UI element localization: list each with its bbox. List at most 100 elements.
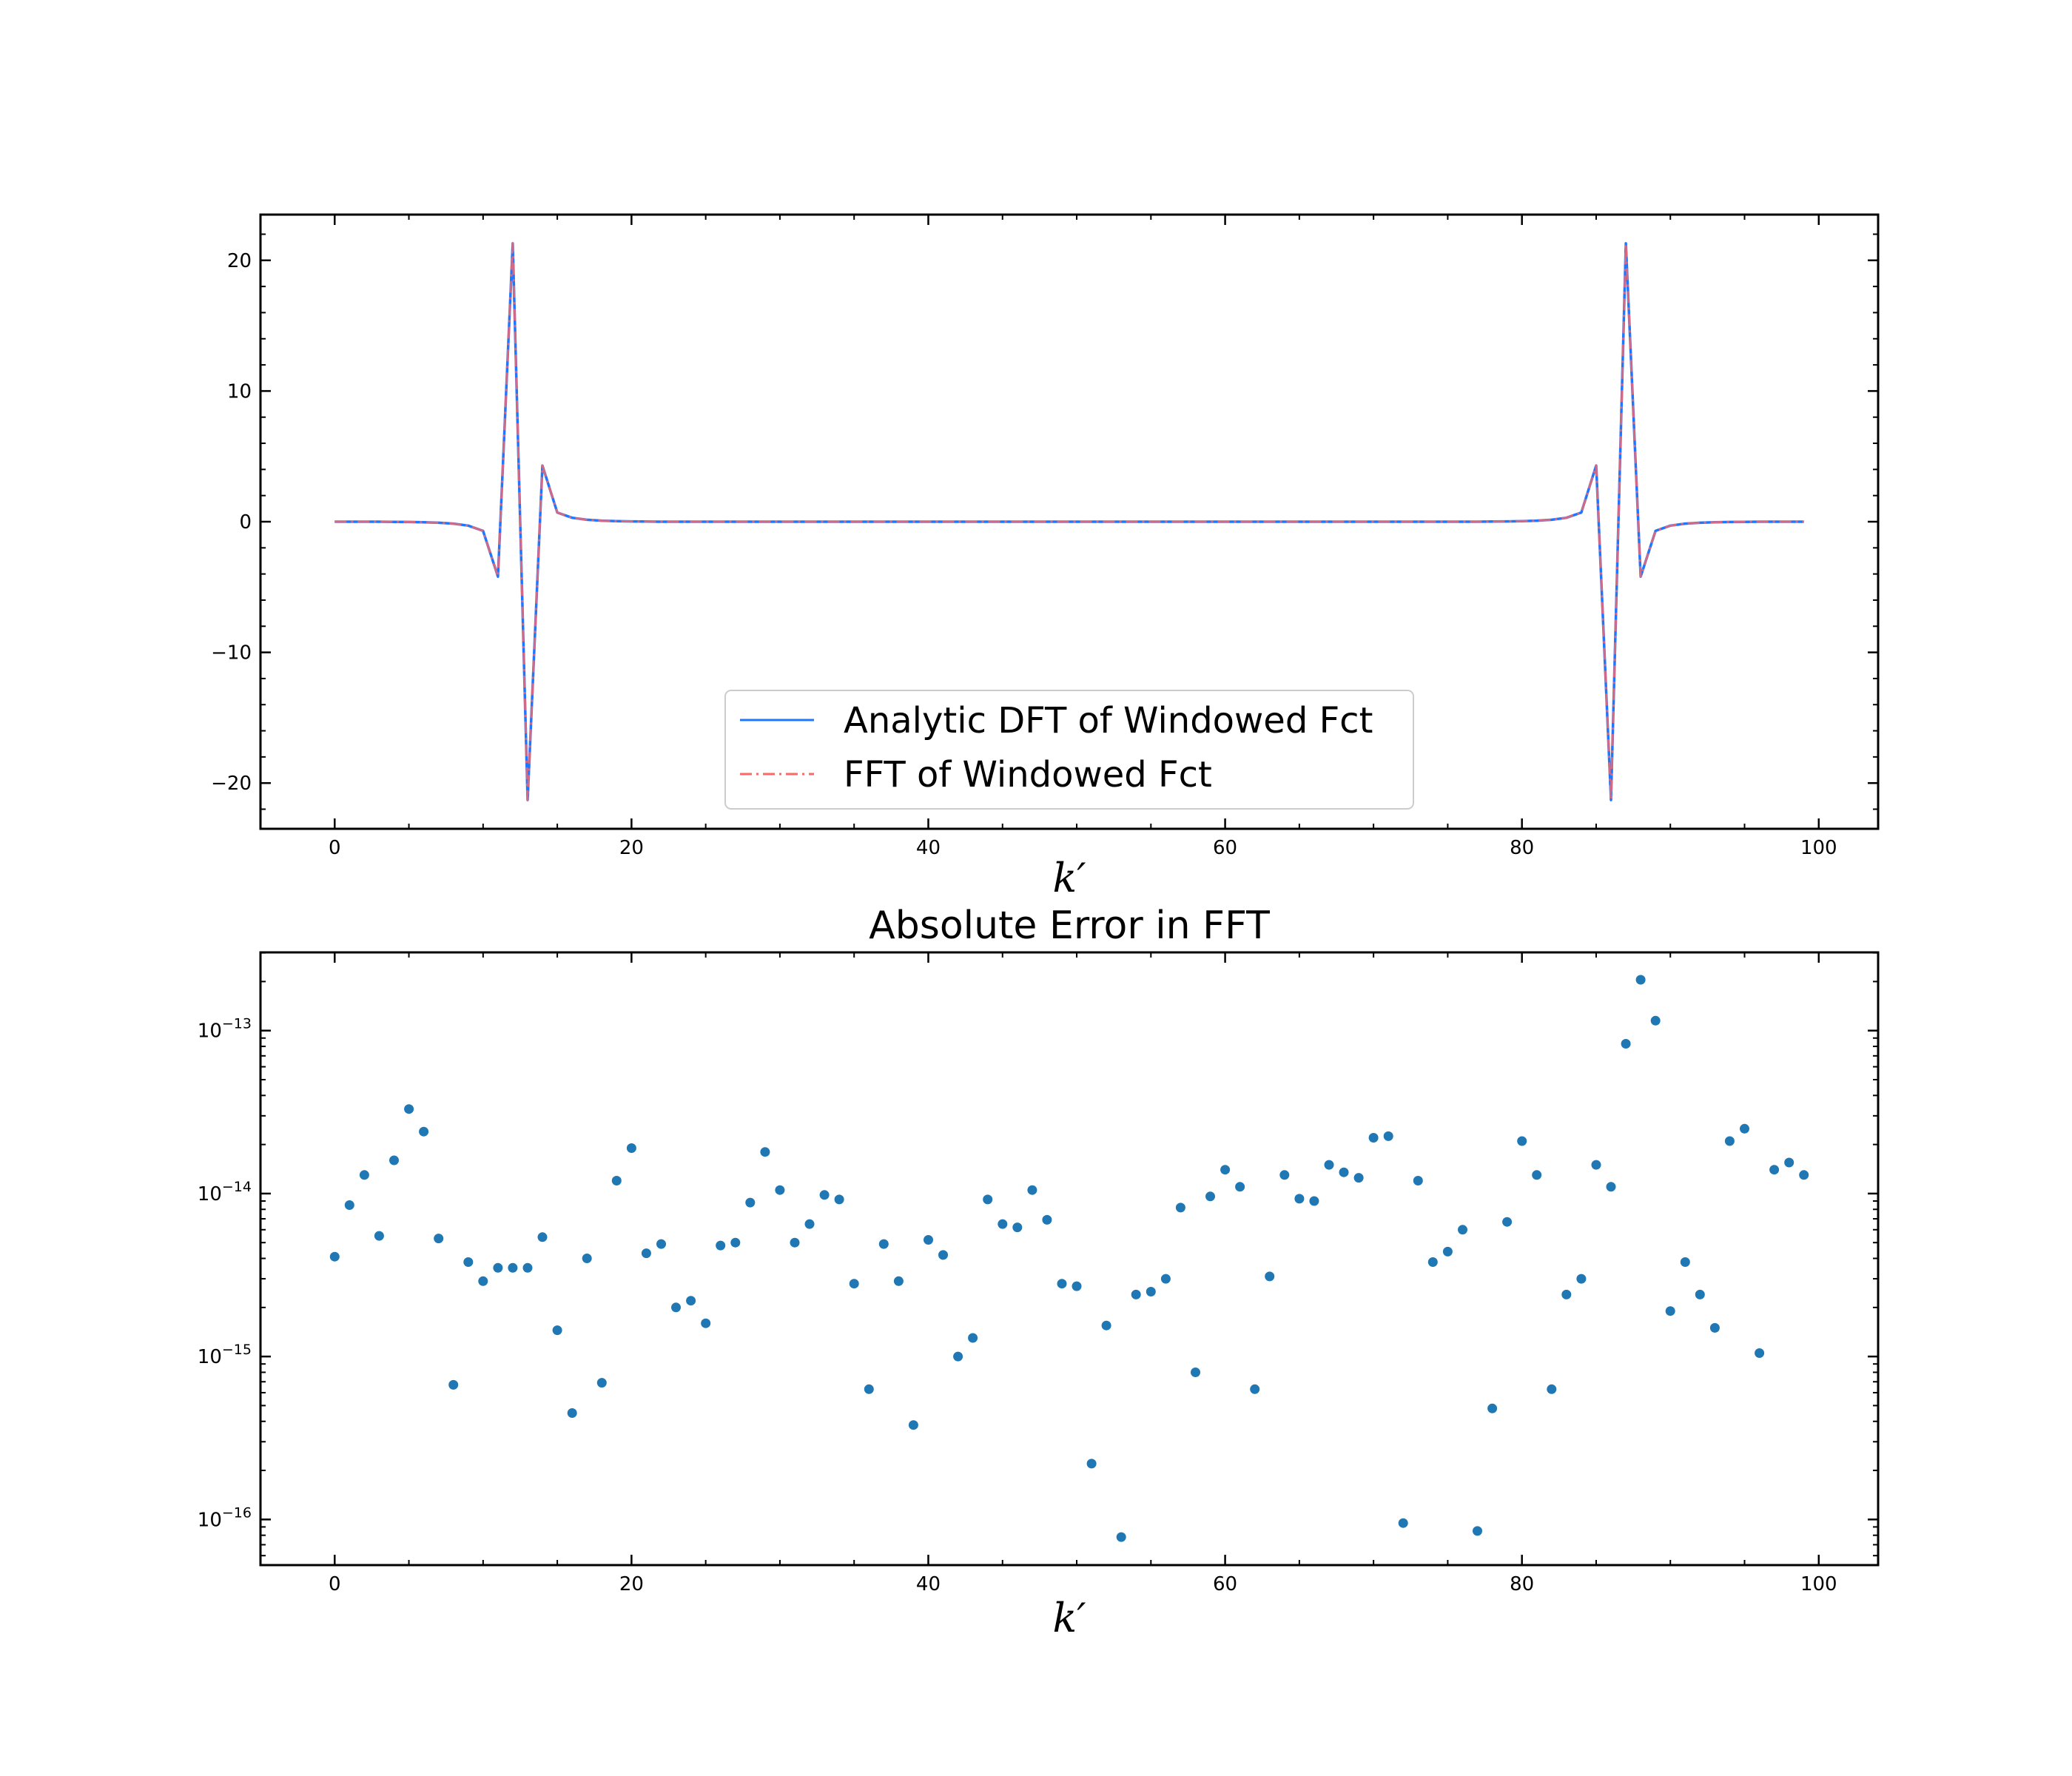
error-point: [389, 1155, 399, 1166]
bottom-axes-frame: [259, 951, 1880, 1567]
error-point: [938, 1250, 948, 1260]
error-point: [998, 1219, 1008, 1229]
error-point: [701, 1318, 711, 1328]
bottom-y-tick-label: 10−14: [198, 1179, 252, 1205]
top-y-tick-label: 10: [227, 380, 252, 403]
top-y-tick-label: 20: [227, 250, 252, 272]
error-point: [1413, 1176, 1423, 1185]
error-point: [1606, 1182, 1616, 1192]
error-point: [760, 1147, 770, 1157]
error-point: [804, 1219, 815, 1229]
error-point: [404, 1104, 414, 1114]
error-point: [1755, 1348, 1765, 1358]
bottom-points-group: [329, 975, 1809, 1542]
error-point: [775, 1185, 785, 1195]
error-point: [419, 1126, 429, 1137]
error-point: [1769, 1165, 1780, 1175]
error-point: [1650, 1015, 1661, 1026]
error-point: [1191, 1368, 1200, 1377]
error-point: [1220, 1165, 1231, 1175]
error-point: [567, 1408, 577, 1418]
error-point: [1487, 1403, 1498, 1413]
top-x-tick-label: 100: [1800, 837, 1837, 859]
bottom-ticks: 0 20 40 60 80 100 10−16 10−15 10−14 10−13: [198, 952, 1878, 1595]
error-point: [1561, 1289, 1572, 1299]
error-point: [1146, 1287, 1156, 1296]
error-point: [522, 1262, 533, 1273]
bottom-x-tick-label: 20: [619, 1573, 644, 1595]
error-point: [1353, 1173, 1364, 1183]
error-point: [968, 1333, 978, 1343]
error-point: [1442, 1246, 1453, 1257]
top-y-tick-label: −20: [211, 773, 252, 795]
error-point: [1205, 1191, 1215, 1202]
error-point: [1547, 1384, 1557, 1394]
error-point: [1086, 1459, 1097, 1469]
error-point: [1398, 1518, 1408, 1528]
error-point: [1680, 1257, 1690, 1267]
error-point: [878, 1239, 889, 1249]
error-point: [1576, 1274, 1587, 1284]
error-point: [1235, 1182, 1245, 1192]
error-point: [478, 1276, 488, 1286]
error-point: [1532, 1170, 1542, 1180]
error-point: [1160, 1274, 1171, 1284]
error-point: [730, 1237, 741, 1248]
bottom-x-tick-label: 0: [329, 1573, 341, 1595]
error-point: [344, 1200, 354, 1210]
bottom-x-tick-label: 100: [1800, 1573, 1837, 1595]
error-point: [493, 1262, 503, 1273]
error-point: [819, 1190, 830, 1200]
error-point: [893, 1276, 904, 1286]
error-point: [1502, 1217, 1513, 1227]
error-point: [611, 1176, 622, 1185]
bottom-y-tick-label: 10−16: [198, 1504, 252, 1531]
error-point: [1027, 1185, 1037, 1195]
top-x-axis-label: k′: [1053, 855, 1086, 901]
legend-label-fft: FFT of Windowed Fct: [844, 754, 1212, 796]
top-ticks: 0 20 40 60 80 100 −20 −10 0 10 20: [211, 215, 1878, 859]
top-x-tick-label: 0: [329, 837, 341, 859]
bottom-x-tick-label: 60: [1213, 1573, 1237, 1595]
error-point: [671, 1302, 681, 1313]
error-point: [1473, 1526, 1482, 1536]
bottom-chart: Absolute Error in FFT 0 20 40 60 80 100 10−16 1…: [198, 904, 1880, 1641]
error-point: [924, 1235, 933, 1245]
error-point: [790, 1237, 800, 1248]
error-point: [1368, 1133, 1379, 1143]
error-point: [983, 1194, 993, 1205]
top-series-group: [334, 242, 1804, 801]
error-point: [582, 1254, 592, 1263]
error-point: [1635, 975, 1646, 985]
series-line-fft: [334, 242, 1804, 801]
error-point: [1665, 1306, 1675, 1316]
error-point: [656, 1239, 666, 1249]
error-point: [745, 1197, 756, 1208]
error-point: [596, 1378, 607, 1388]
error-point: [1250, 1384, 1260, 1394]
bottom-x-axis-label: k′: [1053, 1595, 1086, 1641]
bottom-chart-title: Absolute Error in FFT: [869, 904, 1270, 948]
error-point: [1427, 1257, 1438, 1267]
error-point: [1458, 1225, 1467, 1235]
error-point: [434, 1234, 444, 1244]
error-point: [1309, 1196, 1319, 1206]
error-point: [1740, 1123, 1749, 1134]
top-x-tick-label: 40: [916, 837, 941, 859]
error-point: [374, 1231, 384, 1241]
legend-box: [724, 690, 1414, 810]
error-point: [641, 1248, 651, 1259]
error-point: [1591, 1160, 1601, 1170]
top-y-tick-label: −10: [211, 642, 252, 665]
legend-label-analytic: Analytic DFT of Windowed Fct: [844, 700, 1373, 741]
bottom-y-tick-label: 10−15: [198, 1342, 252, 1368]
error-point: [864, 1384, 874, 1394]
error-point: [953, 1351, 963, 1362]
top-x-tick-label: 20: [619, 837, 644, 859]
bottom-x-tick-label: 80: [1510, 1573, 1534, 1595]
error-point: [1057, 1279, 1067, 1289]
top-x-tick-label: 80: [1510, 837, 1534, 859]
error-point: [1116, 1532, 1126, 1542]
error-point: [1324, 1160, 1334, 1170]
